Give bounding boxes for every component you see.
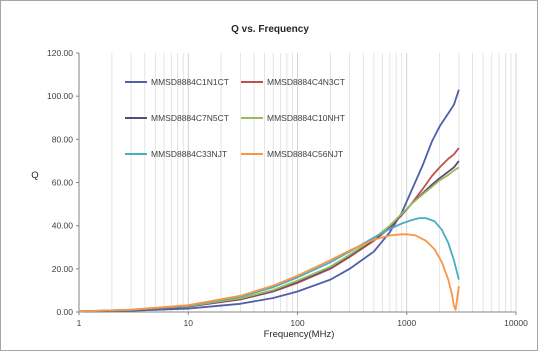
y-tick-label: 80.00: [52, 134, 74, 144]
series-line-MMSD8884C56NJT: [78, 233, 460, 313]
axis-layer: 0.00 20.00 40.00 60.00 80.00 100.00 120.00 1 10 1…: [47, 48, 528, 328]
legend-entry-label: MMSD8884C10NHT: [267, 113, 345, 123]
legend-entry-label: MMSD8884C1N1CT: [151, 77, 229, 87]
x-tick-label: 10: [184, 318, 194, 328]
y-tick-label: 20.00: [52, 264, 74, 274]
series-line-MMSD8884C33NJT: [78, 217, 460, 313]
series-layer: [78, 89, 460, 313]
y-tick-label: 0.00: [56, 307, 73, 317]
x-tick-label: 1: [77, 318, 82, 328]
x-tick-label: 100: [290, 318, 304, 328]
x-axis-label: Frequency(MHz): [264, 329, 335, 340]
y-tick-label: 40.00: [52, 221, 74, 231]
y-tick-label: 120.00: [47, 48, 73, 58]
y-axis-label: Q: [31, 170, 38, 181]
legend: MMSD8884C1N1CT MMSD8884C4N3CT MMSD8884C7N5…: [125, 77, 345, 159]
legend-entry-label: MMSD8884C4N3CT: [267, 77, 345, 87]
grid-layer: [78, 53, 517, 312]
series-line-MMSD8884C1N1CT: [78, 89, 460, 313]
legend-entry-label: MMSD8884C56NJT: [267, 149, 343, 159]
y-tick-label: 100.00: [47, 91, 73, 101]
legend-entry-label: MMSD8884C33NJT: [151, 149, 227, 159]
x-tick-label: 10000: [504, 318, 528, 328]
series-line-MMSD8884C10NHT: [78, 166, 460, 313]
chart-title: Q vs. Frequency: [231, 24, 309, 35]
x-tick-label: 1000: [397, 318, 416, 328]
legend-entry-label: MMSD8884C7N5CT: [151, 113, 229, 123]
y-tick-label: 60.00: [52, 178, 74, 188]
